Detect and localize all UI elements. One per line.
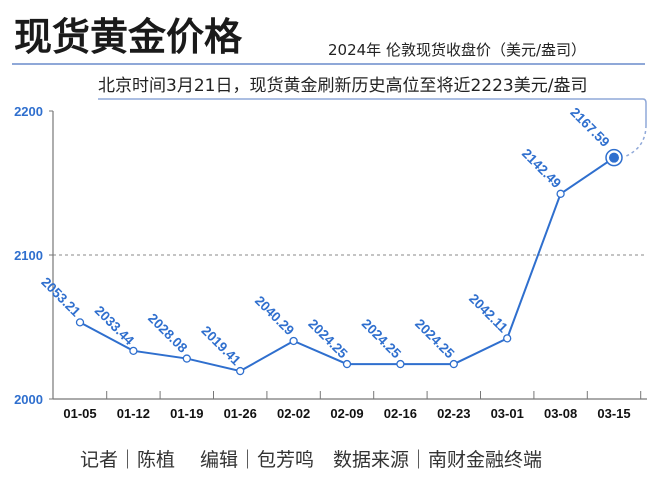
y-tick-label: 2100 (14, 248, 43, 263)
x-tick-label: 02-02 (277, 406, 310, 421)
data-point (449, 359, 458, 369)
note-frame (98, 98, 647, 125)
data-point (342, 359, 352, 369)
data-point (556, 189, 565, 198)
x-tick-label: 03-08 (544, 406, 577, 421)
x-tick-label: 01-12 (117, 406, 150, 421)
data-label: 2167.59 (567, 105, 612, 150)
data-label: 2040.29 (252, 293, 297, 338)
x-tick-label: 01-05 (63, 406, 96, 421)
x-tick-label: 03-15 (597, 406, 630, 421)
data-label: 2024.25 (412, 316, 457, 361)
data-point (609, 152, 619, 163)
data-label: 2019.41 (199, 323, 244, 368)
x-tick-label: 02-16 (384, 406, 417, 421)
x-tick-label: 02-09 (330, 406, 363, 421)
credits: 记者｜陈植 编辑｜包芳鸣 数据来源｜南财金融终端 (80, 449, 542, 471)
y-tick-label: 2000 (14, 392, 43, 407)
data-label: 2024.25 (359, 316, 404, 361)
y-tick-label: 2200 (14, 104, 43, 119)
x-tick-label: 01-19 (170, 406, 203, 421)
chart-title: 现货黄金价格 (14, 15, 243, 59)
data-label: 2042.11 (466, 291, 511, 336)
data-point (236, 366, 245, 376)
series-line (79, 156, 615, 373)
x-tick-label: 01-26 (224, 406, 257, 421)
headline-note: 北京时间3月21日，现货黄金刷新历史高位至将近2223美元/盎司 (98, 76, 587, 96)
data-point (396, 359, 405, 369)
x-tick-label: 02-23 (437, 406, 470, 421)
data-label: 2053.21 (38, 274, 83, 319)
data-point (129, 346, 138, 355)
data-label: 2028.08 (145, 311, 190, 356)
data-point (289, 336, 298, 346)
data-point (503, 334, 512, 343)
x-tick-label: 03-01 (491, 406, 524, 421)
data-point (75, 318, 85, 327)
chart-subtitle: 2024年 伦敦现货收盘价（美元/盎司） (328, 41, 586, 59)
data-label: 2142.49 (519, 146, 564, 191)
data-label: 2024.25 (305, 316, 350, 361)
note-connector (623, 124, 647, 158)
data-point (182, 354, 191, 363)
